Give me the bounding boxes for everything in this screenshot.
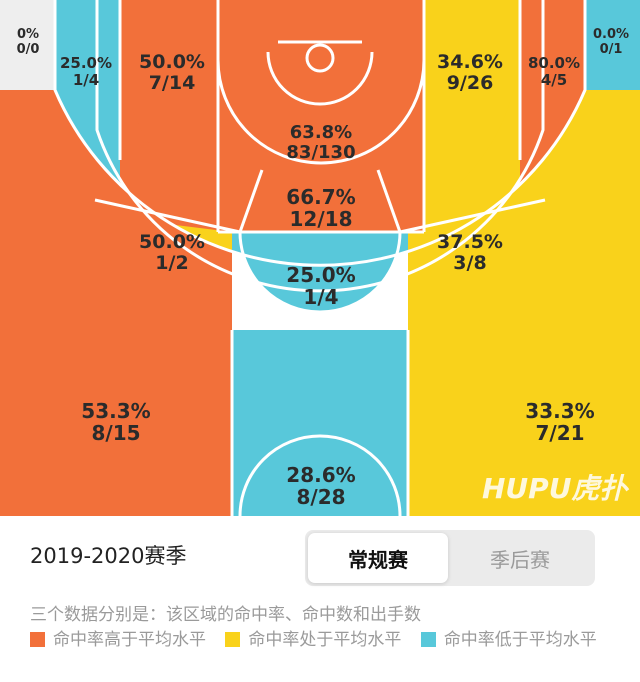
season-title: 2019-2020赛季 — [30, 544, 187, 568]
zone-pct-left-wing-long-2: 25.0% — [60, 54, 112, 72]
legend-label-above: 命中率高于平均水平 — [53, 630, 206, 650]
zone-made-att-left-baseline-mid: 7/14 — [149, 72, 196, 94]
legend-item-above: 命中率高于平均水平 — [30, 630, 206, 650]
zone-made-att-top-key: 1/4 — [303, 285, 338, 309]
free-throw-circle — [238, 231, 402, 314]
legend-label-average: 命中率处于平均水平 — [248, 630, 402, 650]
top-of-key-arc — [238, 434, 402, 516]
zone-pct-right-elbow: 37.5% — [437, 231, 503, 253]
zone-pct-left-wing-3: 53.3% — [81, 399, 150, 423]
zone-made-att-left-wing-3: 8/15 — [91, 421, 140, 445]
zone-pct-left-elbow: 50.0% — [139, 231, 205, 253]
divider-right-elbow — [399, 198, 546, 234]
zone-restricted-area — [218, 0, 424, 163]
zone-pct-top-key: 25.0% — [286, 263, 355, 287]
divider-paint-inner-left — [238, 169, 264, 233]
zone-pct-paint: 66.7% — [286, 185, 355, 209]
zone-made-att-right-wing-long-2: 4/5 — [541, 71, 567, 89]
zone-right-corner-3 — [585, 0, 640, 90]
zone-top-key-circle — [240, 232, 400, 312]
tab-playoffs[interactable]: 季后赛 — [490, 547, 550, 572]
zone-made-att-restricted-area: 83/130 — [286, 142, 355, 163]
zone-pct-right-baseline-mid: 34.6% — [437, 51, 503, 73]
legend-swatch-above — [30, 632, 45, 647]
legend-item-average: 命中率处于平均水平 — [225, 630, 401, 650]
zone-made-att-right-baseline-mid: 9/26 — [447, 72, 494, 94]
legend: 命中率高于平均水平 命中率处于平均水平 命中率低于平均水平 — [30, 626, 620, 655]
zone-pct-top-3: 28.6% — [286, 463, 355, 487]
zone-made-att-right-wing-3: 7/21 — [535, 421, 584, 445]
legend-swatch-below — [420, 632, 436, 647]
zone-pct-right-corner-3: 0.0% — [593, 27, 629, 42]
legend-swatch-average — [225, 632, 241, 647]
mid-range-arc — [95, 0, 545, 293]
zone-pct-left-corner-3: 0% — [17, 27, 39, 42]
hoop-icon — [305, 43, 335, 73]
zone-made-att-left-wing-long-2: 1/4 — [73, 71, 99, 89]
zone-left-corner-3 — [0, 0, 55, 90]
zone-pct-right-wing-3: 33.3% — [525, 399, 594, 423]
zone-made-att-paint: 12/18 — [290, 207, 353, 231]
restricted-small-arc — [266, 51, 374, 106]
zone-made-att-left-corner-3: 0/0 — [17, 42, 40, 57]
zone-top-3 — [232, 330, 408, 516]
zone-pct-restricted-area: 63.8% — [290, 122, 352, 143]
shot-chart: 0%0/025.0%1/450.0%7/1463.8%83/13066.7%12… — [0, 0, 640, 516]
divider-left-elbow — [94, 198, 241, 234]
three-point-line — [53, 0, 587, 267]
legend-label-below: 命中率低于平均水平 — [443, 630, 597, 650]
zone-made-att-left-elbow: 1/2 — [155, 252, 188, 274]
zone-made-att-right-elbow: 3/8 — [453, 252, 486, 274]
legend-item-below: 命中率低于平均水平 — [420, 630, 597, 650]
watermark: HUPU虎扑 — [482, 472, 629, 505]
restricted-arc — [216, 59, 426, 165]
zone-pct-left-baseline-mid: 50.0% — [139, 51, 205, 73]
zone-pct-right-wing-long-2: 80.0% — [528, 54, 580, 72]
tab-regular-season[interactable]: 常规赛 — [308, 533, 448, 583]
zone-made-att-top-3: 8/28 — [296, 485, 345, 509]
divider-paint-inner-right — [376, 169, 402, 233]
zone-made-att-right-corner-3: 0/1 — [600, 42, 623, 57]
description: 三个数据分别是：该区域的命中率、命中数和出手数 — [30, 605, 421, 625]
